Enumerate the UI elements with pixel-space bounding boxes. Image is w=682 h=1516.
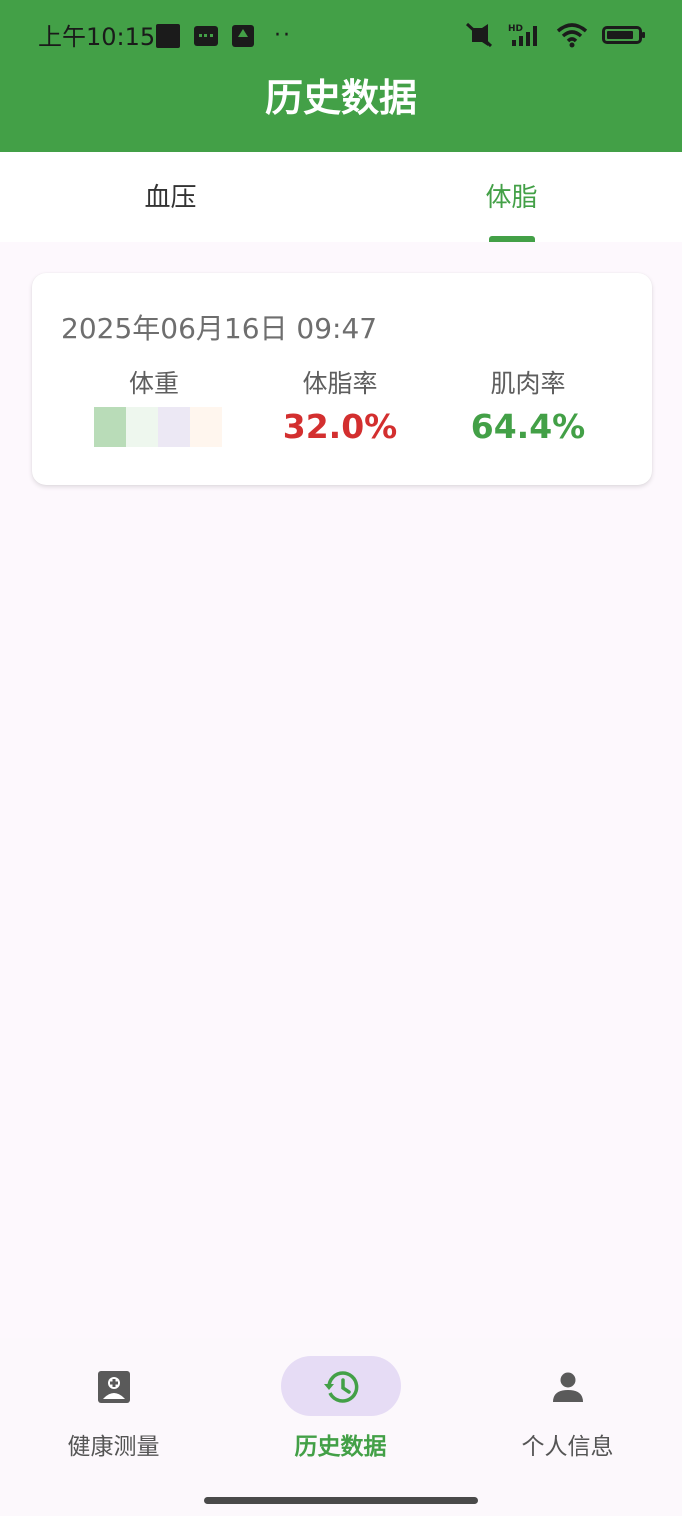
square-icon — [156, 24, 180, 48]
metric-label: 体重 — [128, 369, 179, 398]
tab-bar: 血压 体脂 — [0, 152, 682, 242]
metric-body-fat: 体脂率 32.0% — [250, 367, 430, 451]
status-bar: 上午10:15 ·· HD — [0, 0, 682, 75]
metric-label: 体脂率 — [302, 369, 378, 398]
page-title: 历史数据 — [264, 76, 417, 120]
nav-item-history[interactable]: 历史数据 — [227, 1338, 454, 1478]
battery-icon — [602, 26, 645, 44]
record-card[interactable]: 2025年06月16日 09:47 体重 kg 体脂率 32.0% 肌肉率 64… — [32, 273, 652, 485]
metric-label: 肌肉率 — [490, 369, 566, 398]
bottom-nav: 健康测量 历史数据 个人信息 — [0, 1338, 682, 1516]
tab-blood-pressure[interactable]: 血压 — [144, 183, 197, 213]
record-date: 2025年06月16日 09:47 — [61, 312, 378, 345]
nav-item-health-measure[interactable]: 健康测量 — [0, 1338, 227, 1478]
tab-body-fat[interactable]: 体脂 — [485, 183, 538, 213]
home-indicator[interactable] — [204, 1497, 478, 1504]
nav-pill-selected — [281, 1356, 401, 1416]
hd-signal-icon: HD — [508, 24, 537, 46]
message-icon — [194, 26, 218, 46]
metric-value: 64.4% — [470, 407, 586, 446]
upload-icon — [232, 25, 254, 47]
more-dots-icon: ·· — [274, 23, 292, 48]
metric-muscle: 肌肉率 64.4% — [438, 367, 618, 451]
metric-value: 32.0% — [282, 407, 398, 446]
tab-indicator — [489, 236, 535, 242]
history-icon — [324, 1371, 359, 1403]
status-time: 上午10:15 — [38, 23, 156, 51]
nav-label: 历史数据 — [294, 1434, 387, 1460]
mute-icon — [465, 22, 493, 48]
person-icon — [553, 1372, 583, 1402]
nav-label: 健康测量 — [67, 1434, 160, 1460]
svg-text:HD: HD — [508, 24, 523, 34]
nav-label: 个人信息 — [521, 1434, 614, 1460]
status-left-icons: ·· — [156, 24, 292, 48]
status-right-icons: HD — [464, 22, 645, 48]
app-bar: 历史数据 — [0, 75, 682, 152]
account-box-icon — [98, 1371, 130, 1403]
wifi-icon — [556, 23, 588, 48]
nav-item-profile[interactable]: 个人信息 — [454, 1338, 681, 1478]
redacted-weight — [94, 407, 222, 447]
